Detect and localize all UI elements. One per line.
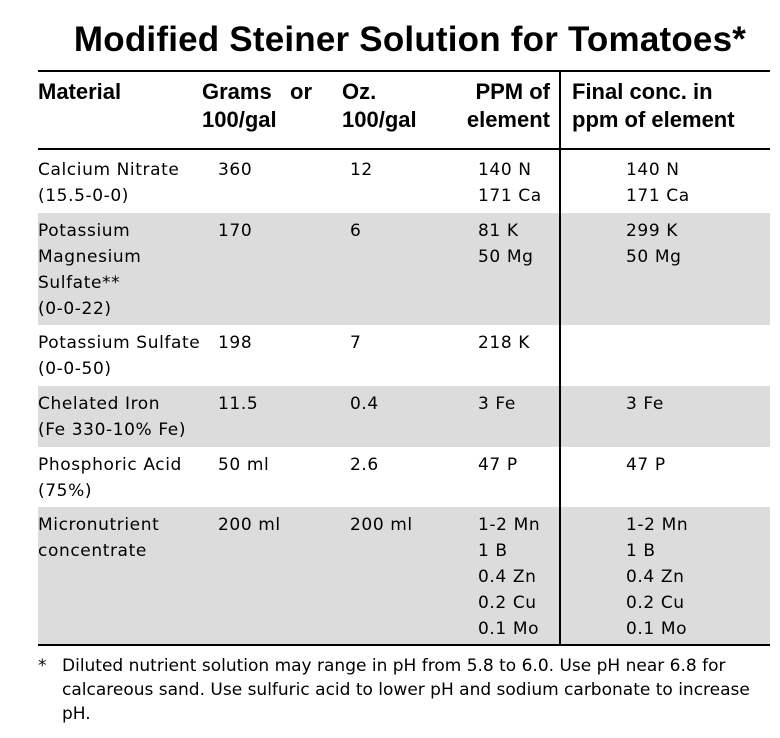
ppm-cell: 218 K bbox=[478, 333, 530, 353]
footnote-text: Diluted nutrient solution may range in p… bbox=[62, 656, 750, 724]
material-cell: Chelated Iron (Fe 330-10% Fe) bbox=[38, 394, 187, 440]
grams-cell: 200 ml bbox=[218, 515, 281, 535]
header-oz: Oz. 100/gal bbox=[342, 79, 417, 132]
header-ppm: PPM of element bbox=[466, 79, 550, 132]
table-row: Micronutrient concentrate 200 ml 200 ml … bbox=[38, 507, 770, 644]
header-rule bbox=[38, 148, 770, 150]
material-cell: Calcium Nitrate (15.5-0-0) bbox=[38, 160, 180, 206]
material-cell: Potassium Sulfate (0-0-50) bbox=[38, 333, 201, 379]
final-cell: 3 Fe bbox=[626, 394, 664, 414]
table-row: Phosphoric Acid (75%) 50 ml 2.6 47 P 47 … bbox=[38, 447, 770, 507]
header-grams: Grams or 100/gal bbox=[202, 79, 313, 132]
ppm-cell: 81 K 50 Mg bbox=[478, 221, 534, 267]
ppm-cell: 3 Fe bbox=[478, 394, 516, 414]
grams-cell: 170 bbox=[218, 221, 253, 241]
oz-cell: 7 bbox=[350, 333, 362, 353]
final-cell: 299 K 50 Mg bbox=[626, 221, 682, 267]
oz-cell: 6 bbox=[350, 221, 362, 241]
oz-cell: 0.4 bbox=[350, 394, 379, 414]
bottom-rule bbox=[38, 644, 770, 646]
material-cell: Micronutrient concentrate bbox=[38, 515, 160, 561]
oz-cell: 200 ml bbox=[350, 515, 413, 535]
footnote-marker: * bbox=[38, 656, 47, 676]
table-row: Chelated Iron (Fe 330-10% Fe) 11.5 0.4 3… bbox=[38, 386, 770, 447]
final-cell: 1-2 Mn 1 B 0.4 Zn 0.2 Cu 0.1 Mo bbox=[626, 515, 689, 639]
top-rule bbox=[38, 70, 770, 72]
table-row: Potassium Magnesium Sulfate** (0-0-22) 1… bbox=[38, 213, 770, 325]
table-row: Calcium Nitrate (15.5-0-0) 360 12 140 N … bbox=[38, 152, 770, 213]
oz-cell: 12 bbox=[350, 160, 373, 180]
final-cell: 47 P bbox=[626, 455, 666, 475]
oz-cell: 2.6 bbox=[350, 455, 379, 475]
grams-cell: 360 bbox=[218, 160, 253, 180]
header-material: Material bbox=[38, 79, 122, 104]
ppm-cell: 1-2 Mn 1 B 0.4 Zn 0.2 Cu 0.1 Mo bbox=[478, 515, 541, 639]
material-cell: Potassium Magnesium Sulfate** (0-0-22) bbox=[38, 221, 142, 319]
final-cell: 140 N 171 Ca bbox=[626, 160, 690, 206]
grams-cell: 11.5 bbox=[218, 394, 259, 414]
header-final: Final conc. in ppm of element bbox=[572, 79, 735, 132]
table-title: Modified Steiner Solution for Tomatoes* bbox=[73, 20, 747, 59]
ppm-cell: 47 P bbox=[478, 455, 518, 475]
grams-cell: 198 bbox=[218, 333, 253, 353]
table-row: Potassium Sulfate (0-0-50) 198 7 218 K bbox=[38, 325, 770, 386]
material-cell: Phosphoric Acid (75%) bbox=[38, 455, 182, 501]
column-divider bbox=[559, 70, 561, 644]
ppm-cell: 140 N 171 Ca bbox=[478, 160, 542, 206]
grams-cell: 50 ml bbox=[218, 455, 270, 475]
